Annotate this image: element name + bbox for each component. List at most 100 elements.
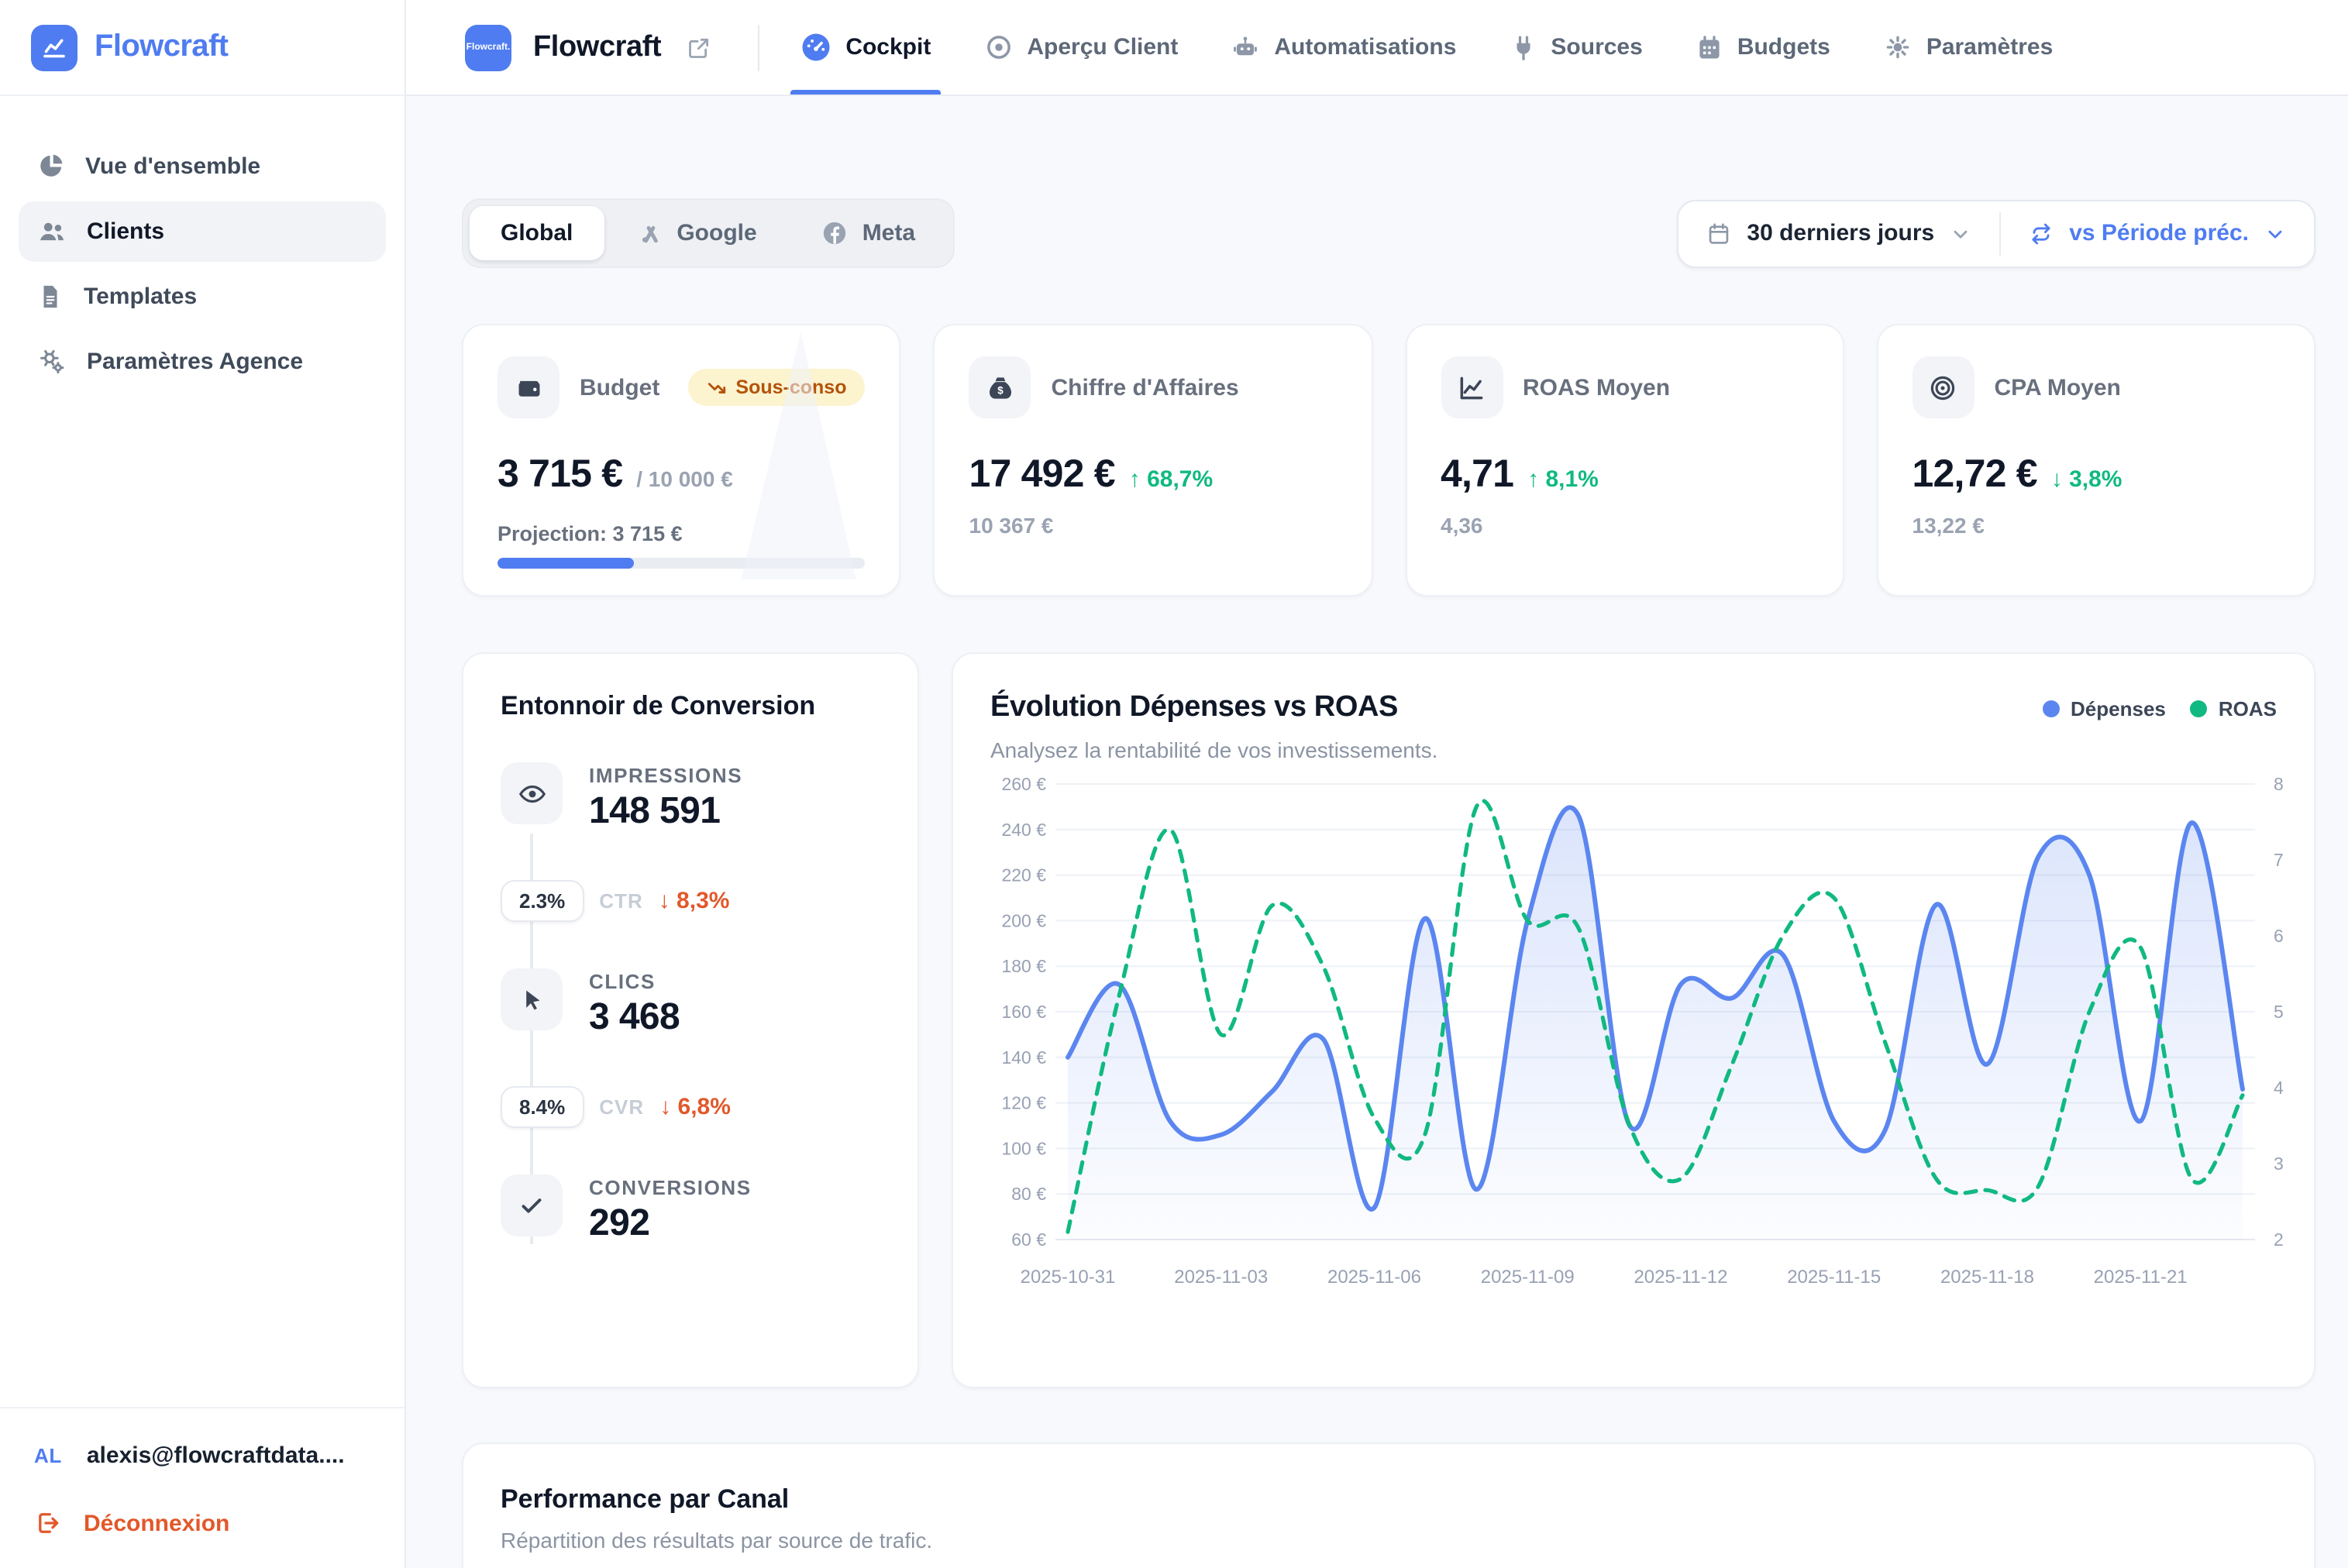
external-link-icon[interactable] bbox=[686, 35, 711, 60]
legend-label: ROAS bbox=[2218, 697, 2277, 720]
kpi-card-chiffre-daffaires: $ Chiffre d'Affaires 17 492 € ↑ 68,7% 10… bbox=[933, 324, 1372, 597]
svg-text:$: $ bbox=[997, 383, 1004, 395]
chart-legend: Dépenses ROAS bbox=[2043, 697, 2277, 720]
logout-button[interactable]: Déconnexion bbox=[31, 1497, 374, 1546]
tab-label: Paramètres bbox=[1926, 34, 2054, 60]
sidebar-item-label: Clients bbox=[87, 218, 165, 245]
kpi-previous: 10 367 € bbox=[969, 513, 1054, 538]
date-range-value: 30 derniers jours bbox=[1747, 220, 1935, 246]
chart-line-icon bbox=[40, 33, 68, 61]
top-header: Flowcraft. Flowcraft Cockpit Aperçu Cli bbox=[406, 0, 2348, 96]
segment-google[interactable]: Google bbox=[607, 206, 787, 260]
rate-pill: 2.3% bbox=[501, 880, 584, 922]
status-badge: Sous-conso bbox=[687, 369, 866, 406]
tab-cockpit[interactable]: Cockpit bbox=[790, 0, 941, 95]
svg-text:200 €: 200 € bbox=[1001, 910, 1046, 930]
line-chart-icon bbox=[1441, 356, 1503, 418]
funnel-step-clics: CLICS 3 468 bbox=[501, 968, 880, 1040]
sidebar-item-clients[interactable]: Clients bbox=[19, 201, 386, 262]
dashboard-content: Global Google Meta bbox=[406, 96, 2348, 1568]
sidebar-item-parametres-agence[interactable]: Paramètres Agence bbox=[19, 332, 386, 392]
funnel-step-impressions: IMPRESSIONS 148 591 bbox=[501, 762, 880, 834]
sidebar-item-vue-densemble[interactable]: Vue d'ensemble bbox=[19, 136, 386, 195]
tab-sources[interactable]: Sources bbox=[1509, 0, 1643, 95]
svg-text:140 €: 140 € bbox=[1001, 1047, 1046, 1068]
tab-parametres[interactable]: Paramètres bbox=[1883, 0, 2053, 95]
trend-down-icon bbox=[706, 377, 726, 397]
funnel-step-value: 148 591 bbox=[589, 790, 721, 832]
svg-text:260 €: 260 € bbox=[1001, 774, 1046, 794]
svg-text:2025-11-21: 2025-11-21 bbox=[2094, 1267, 2188, 1288]
compare-dropdown[interactable]: vs Période préc. bbox=[2001, 201, 2314, 266]
funnel-rate-cvr: 8.4% CVR ↓ 6,8% bbox=[501, 1086, 880, 1128]
performance-table-card: Performance par Canal Répartition des ré… bbox=[462, 1442, 2315, 1568]
tab-label: Cockpit bbox=[845, 34, 931, 60]
calendar-icon bbox=[1696, 33, 1723, 61]
tab-label: Aperçu Client bbox=[1027, 34, 1179, 60]
sidebar-spacer bbox=[0, 392, 405, 1407]
rate-metric: CTR bbox=[599, 889, 643, 913]
mid-row: Entonnoir de Conversion IMPRESSIONS 148 … bbox=[462, 652, 2315, 1388]
svg-text:2025-11-18: 2025-11-18 bbox=[1940, 1267, 2034, 1288]
chart-subtitle: Analysez la rentabilité de vos investiss… bbox=[990, 738, 1438, 762]
tab-apercu-client[interactable]: Aperçu Client bbox=[983, 0, 1178, 95]
funnel-connector bbox=[530, 834, 533, 1244]
svg-text:5: 5 bbox=[2274, 1002, 2284, 1022]
channel-segmented-control: Global Google Meta bbox=[462, 198, 955, 268]
gauge-icon bbox=[799, 31, 831, 64]
funnel-step-value: 292 bbox=[589, 1202, 650, 1244]
svg-text:3: 3 bbox=[2274, 1154, 2284, 1174]
kpi-label: Budget bbox=[580, 374, 660, 401]
client-title: Flowcraft bbox=[533, 30, 662, 63]
compare-value: vs Période préc. bbox=[2069, 220, 2249, 246]
legend-dot-roas bbox=[2190, 700, 2208, 717]
tab-automatisations[interactable]: Automatisations bbox=[1231, 0, 1456, 95]
evolution-line-chart[interactable]: 260 €240 €220 €200 €180 €160 €140 €120 €… bbox=[990, 762, 2319, 1339]
kpi-label: ROAS Moyen bbox=[1523, 374, 1671, 401]
segment-label: Meta bbox=[862, 220, 916, 246]
segment-label: Google bbox=[677, 220, 757, 246]
date-range-dropdown[interactable]: 30 derniers jours bbox=[1678, 201, 1999, 266]
user-email: alexis@flowcraftdata.... bbox=[86, 1442, 345, 1469]
rate-metric: CVR bbox=[599, 1095, 645, 1119]
header-divider bbox=[757, 24, 759, 70]
user-account[interactable]: AL alexis@flowcraftdata.... bbox=[31, 1433, 374, 1497]
kpi-value: 3 715 € bbox=[497, 452, 623, 496]
funnel-step-label: CLICS bbox=[589, 970, 656, 993]
svg-text:8: 8 bbox=[2274, 774, 2284, 794]
gear-icon bbox=[1883, 33, 1912, 62]
svg-text:100 €: 100 € bbox=[1001, 1138, 1046, 1158]
date-controls: 30 derniers jours vs Période préc. bbox=[1677, 199, 2315, 267]
table-title: Performance par Canal bbox=[501, 1484, 790, 1514]
google-ads-icon bbox=[638, 221, 663, 246]
logout-label: Déconnexion bbox=[84, 1510, 230, 1536]
legend-label: Dépenses bbox=[2071, 697, 2166, 720]
sidebar-item-templates[interactable]: Templates bbox=[19, 268, 386, 325]
sidebar-brand: Flowcraft bbox=[0, 0, 405, 96]
filter-row: Global Google Meta bbox=[462, 198, 2315, 268]
svg-text:160 €: 160 € bbox=[1001, 1002, 1046, 1022]
legend-depenses: Dépenses bbox=[2043, 697, 2166, 720]
svg-text:2025-10-31: 2025-10-31 bbox=[1021, 1267, 1116, 1288]
svg-text:7: 7 bbox=[2274, 850, 2284, 870]
segment-meta[interactable]: Meta bbox=[791, 206, 946, 260]
file-icon bbox=[37, 284, 64, 310]
sidebar-item-label: Paramètres Agence bbox=[87, 349, 304, 375]
kpi-delta: ↑ 68,7% bbox=[1128, 466, 1214, 493]
svg-text:120 €: 120 € bbox=[1001, 1093, 1046, 1113]
tab-label: Automatisations bbox=[1274, 34, 1457, 60]
chart-title: Évolution Dépenses vs ROAS bbox=[990, 691, 1398, 724]
svg-text:60 €: 60 € bbox=[1011, 1229, 1046, 1250]
kpi-previous: 4,36 bbox=[1441, 513, 1483, 538]
plug-icon bbox=[1509, 33, 1537, 61]
evolution-chart-card: Évolution Dépenses vs ROAS Analysez la r… bbox=[952, 652, 2315, 1388]
segment-label: Global bbox=[501, 220, 573, 246]
sidebar-item-label: Vue d'ensemble bbox=[85, 153, 261, 179]
kpi-delta: ↑ 8,1% bbox=[1527, 466, 1599, 493]
tab-budgets[interactable]: Budgets bbox=[1696, 0, 1830, 95]
avatar: AL bbox=[34, 1444, 62, 1467]
segment-global[interactable]: Global bbox=[470, 206, 604, 260]
legend-roas: ROAS bbox=[2190, 697, 2277, 720]
kpi-label: CPA Moyen bbox=[1994, 374, 2121, 401]
